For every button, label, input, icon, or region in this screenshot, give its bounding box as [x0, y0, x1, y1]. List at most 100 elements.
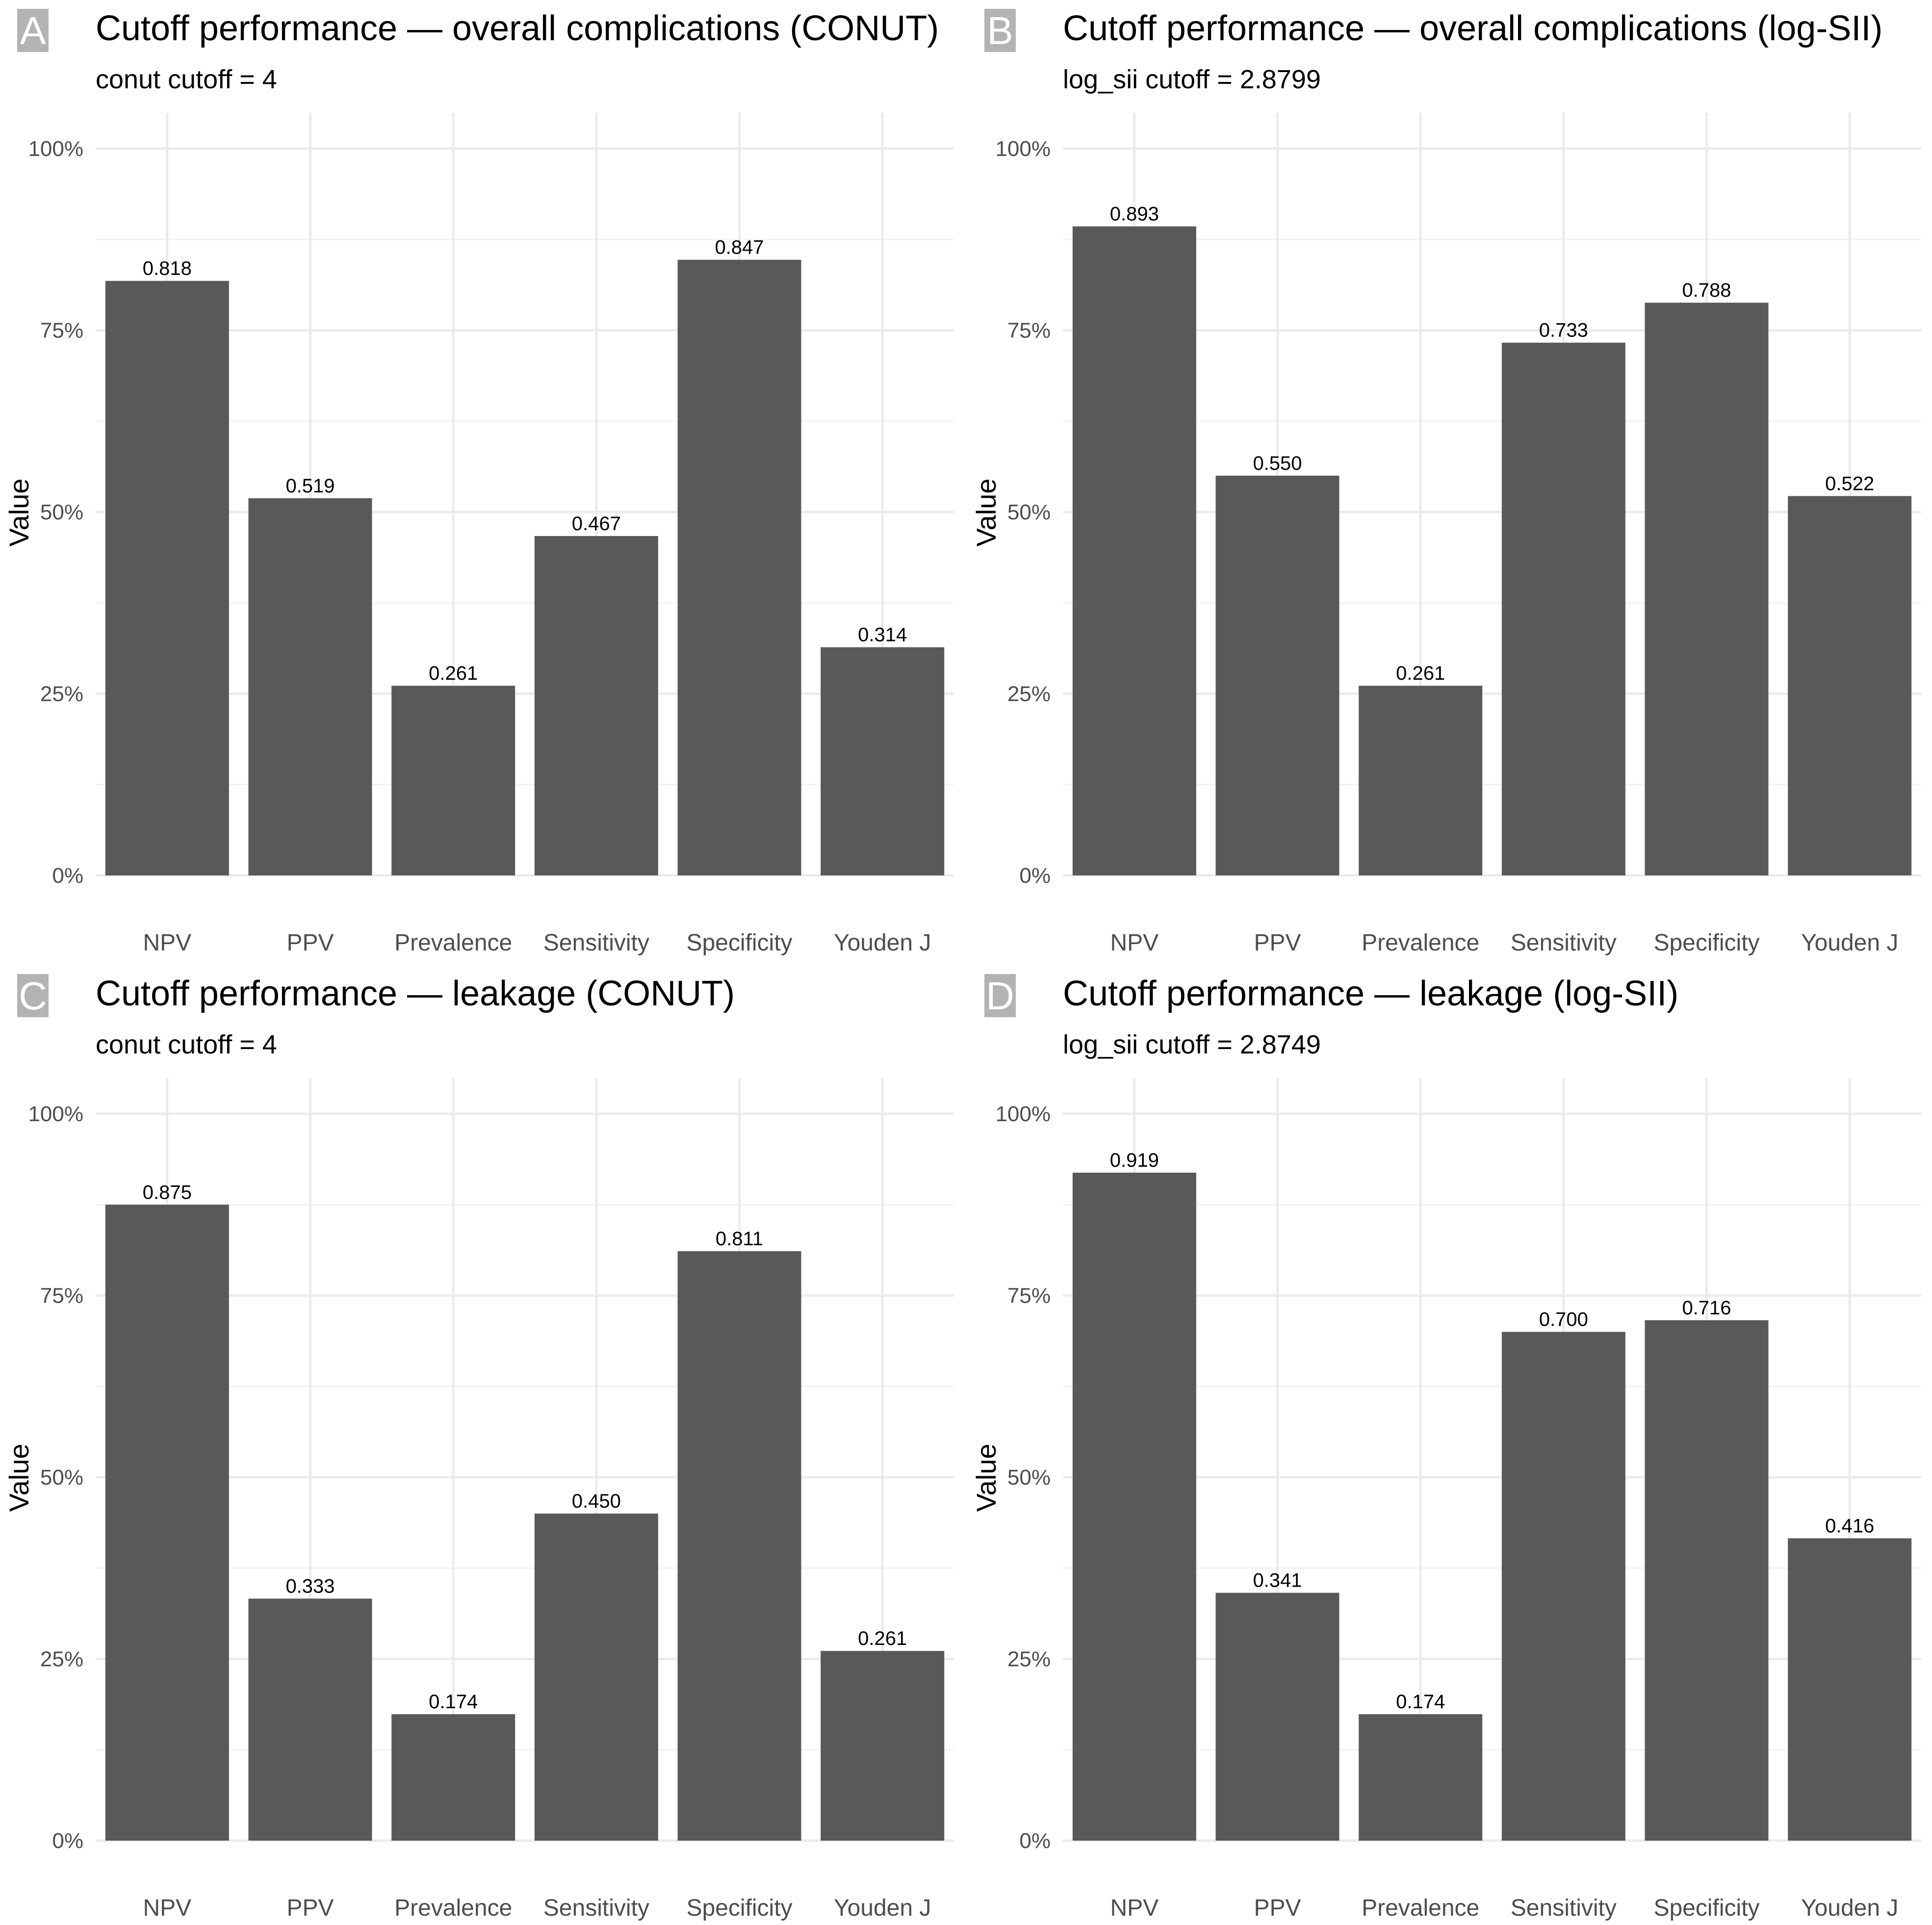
- x-tick-label: Prevalence: [394, 930, 512, 956]
- panel-a: A Cutoff performance — overall complicati…: [3, 9, 954, 956]
- bar-value-label: 0.875: [143, 1181, 192, 1203]
- bar: [677, 259, 801, 875]
- bar: [1645, 303, 1769, 875]
- x-tick-label: Prevalence: [1362, 1895, 1479, 1921]
- panel-label: B: [987, 9, 1013, 52]
- panel-label-box: [984, 9, 1016, 52]
- x-tick-label: Prevalence: [394, 1895, 512, 1921]
- x-tick-label: Specificity: [686, 1895, 792, 1921]
- x-tick-label: PPV: [1254, 1895, 1301, 1921]
- bar-value-label: 0.174: [429, 1691, 478, 1713]
- y-tick-label: 50%: [1007, 1465, 1051, 1489]
- bar: [1788, 1538, 1912, 1841]
- bar-value-label: 0.811: [716, 1228, 763, 1250]
- bar-value-label: 0.919: [1110, 1150, 1159, 1171]
- x-tick-label: Youden J: [1801, 930, 1898, 956]
- bar-value-label: 0.700: [1539, 1309, 1588, 1331]
- y-axis-label: Value: [971, 478, 1002, 546]
- y-tick-label: 0%: [52, 1829, 83, 1853]
- bar: [105, 281, 229, 875]
- panel-b: B Cutoff performance — overall complicati…: [971, 9, 1921, 956]
- chart-title: Cutoff performance — overall complicatio…: [1063, 9, 1882, 48]
- panel-label-box: [984, 974, 1016, 1017]
- bar: [534, 536, 658, 875]
- bar: [534, 1514, 658, 1841]
- bar: [821, 647, 945, 875]
- y-tick-label: 100%: [28, 1102, 83, 1126]
- x-tick-label: NPV: [1110, 1895, 1159, 1921]
- bar-value-label: 0.893: [1110, 204, 1159, 225]
- bar-value-label: 0.261: [429, 663, 478, 684]
- bar-value-label: 0.261: [1396, 663, 1445, 684]
- bar-value-label: 0.467: [572, 513, 621, 535]
- bar: [1359, 686, 1483, 875]
- y-tick-label: 25%: [40, 1647, 83, 1671]
- bar: [1215, 1592, 1340, 1841]
- bar: [248, 1598, 372, 1841]
- bar-value-label: 0.716: [1682, 1297, 1731, 1319]
- chart-subtitle: conut cutoff = 4: [96, 1030, 277, 1059]
- x-tick-label: PPV: [286, 930, 334, 956]
- panel-label: D: [986, 974, 1014, 1018]
- x-tick-label: Sensitivity: [1511, 1895, 1617, 1921]
- chart-subtitle: log_sii cutoff = 2.8799: [1063, 65, 1321, 94]
- bar: [677, 1251, 801, 1841]
- panel-label: C: [19, 974, 47, 1018]
- x-tick-label: NPV: [143, 1895, 191, 1921]
- y-tick-label: 50%: [40, 1465, 83, 1489]
- y-axis-label: Value: [3, 478, 34, 546]
- bar: [1501, 342, 1625, 875]
- x-tick-label: Specificity: [686, 930, 792, 956]
- x-tick-label: Sensitivity: [543, 1895, 649, 1921]
- chart-subtitle: log_sii cutoff = 2.8749: [1063, 1030, 1321, 1059]
- bar: [248, 498, 372, 875]
- bar: [105, 1205, 229, 1841]
- bar-value-label: 0.522: [1825, 473, 1874, 494]
- y-tick-label: 75%: [40, 1284, 83, 1308]
- y-tick-label: 25%: [1007, 1647, 1051, 1671]
- y-tick-label: 0%: [1019, 1829, 1051, 1853]
- panel-d: D Cutoff performance — leakage (log-SII) l…: [971, 974, 1921, 1921]
- y-tick-label: 100%: [28, 137, 83, 161]
- bar: [821, 1651, 945, 1841]
- y-tick-label: 75%: [1007, 1284, 1051, 1308]
- x-tick-label: Sensitivity: [1511, 930, 1617, 956]
- chart-title: Cutoff performance — overall complicatio…: [96, 9, 939, 48]
- bar: [1788, 496, 1912, 875]
- x-tick-label: NPV: [143, 930, 191, 956]
- y-tick-label: 50%: [40, 500, 83, 524]
- y-tick-label: 100%: [995, 1102, 1051, 1126]
- chart-title: Cutoff performance — leakage (CONUT): [96, 974, 735, 1013]
- bar: [1072, 1173, 1196, 1841]
- chart-subtitle: conut cutoff = 4: [96, 65, 277, 94]
- bar-value-label: 0.847: [715, 237, 764, 258]
- y-tick-label: 100%: [995, 137, 1051, 161]
- bar-value-label: 0.333: [285, 1575, 335, 1597]
- x-tick-label: Specificity: [1653, 1895, 1759, 1921]
- bar-value-label: 0.519: [285, 475, 335, 497]
- x-tick-label: Youden J: [1801, 1895, 1898, 1921]
- bar-value-label: 0.550: [1253, 453, 1302, 474]
- x-tick-label: Youden J: [834, 930, 931, 956]
- bar: [391, 686, 515, 875]
- panel-c: C Cutoff performance — leakage (CONUT) con…: [3, 974, 954, 1921]
- y-axis-label: Value: [3, 1443, 34, 1512]
- panel-label-box: [17, 974, 49, 1017]
- bar-value-label: 0.314: [858, 624, 907, 646]
- y-axis-label: Value: [971, 1443, 1002, 1512]
- bar-value-label: 0.261: [858, 1628, 907, 1649]
- bar-value-label: 0.416: [1825, 1515, 1874, 1537]
- y-tick-label: 75%: [40, 319, 83, 343]
- bar: [1645, 1320, 1769, 1841]
- y-tick-label: 25%: [40, 682, 83, 706]
- x-tick-label: Youden J: [834, 1895, 931, 1921]
- bar-value-label: 0.818: [143, 258, 192, 280]
- y-tick-label: 25%: [1007, 682, 1051, 706]
- x-tick-label: NPV: [1110, 930, 1159, 956]
- y-tick-label: 0%: [1019, 864, 1051, 888]
- y-tick-label: 75%: [1007, 319, 1051, 343]
- x-tick-label: PPV: [286, 1895, 334, 1921]
- bar: [1072, 226, 1196, 876]
- bar-value-label: 0.174: [1396, 1691, 1445, 1713]
